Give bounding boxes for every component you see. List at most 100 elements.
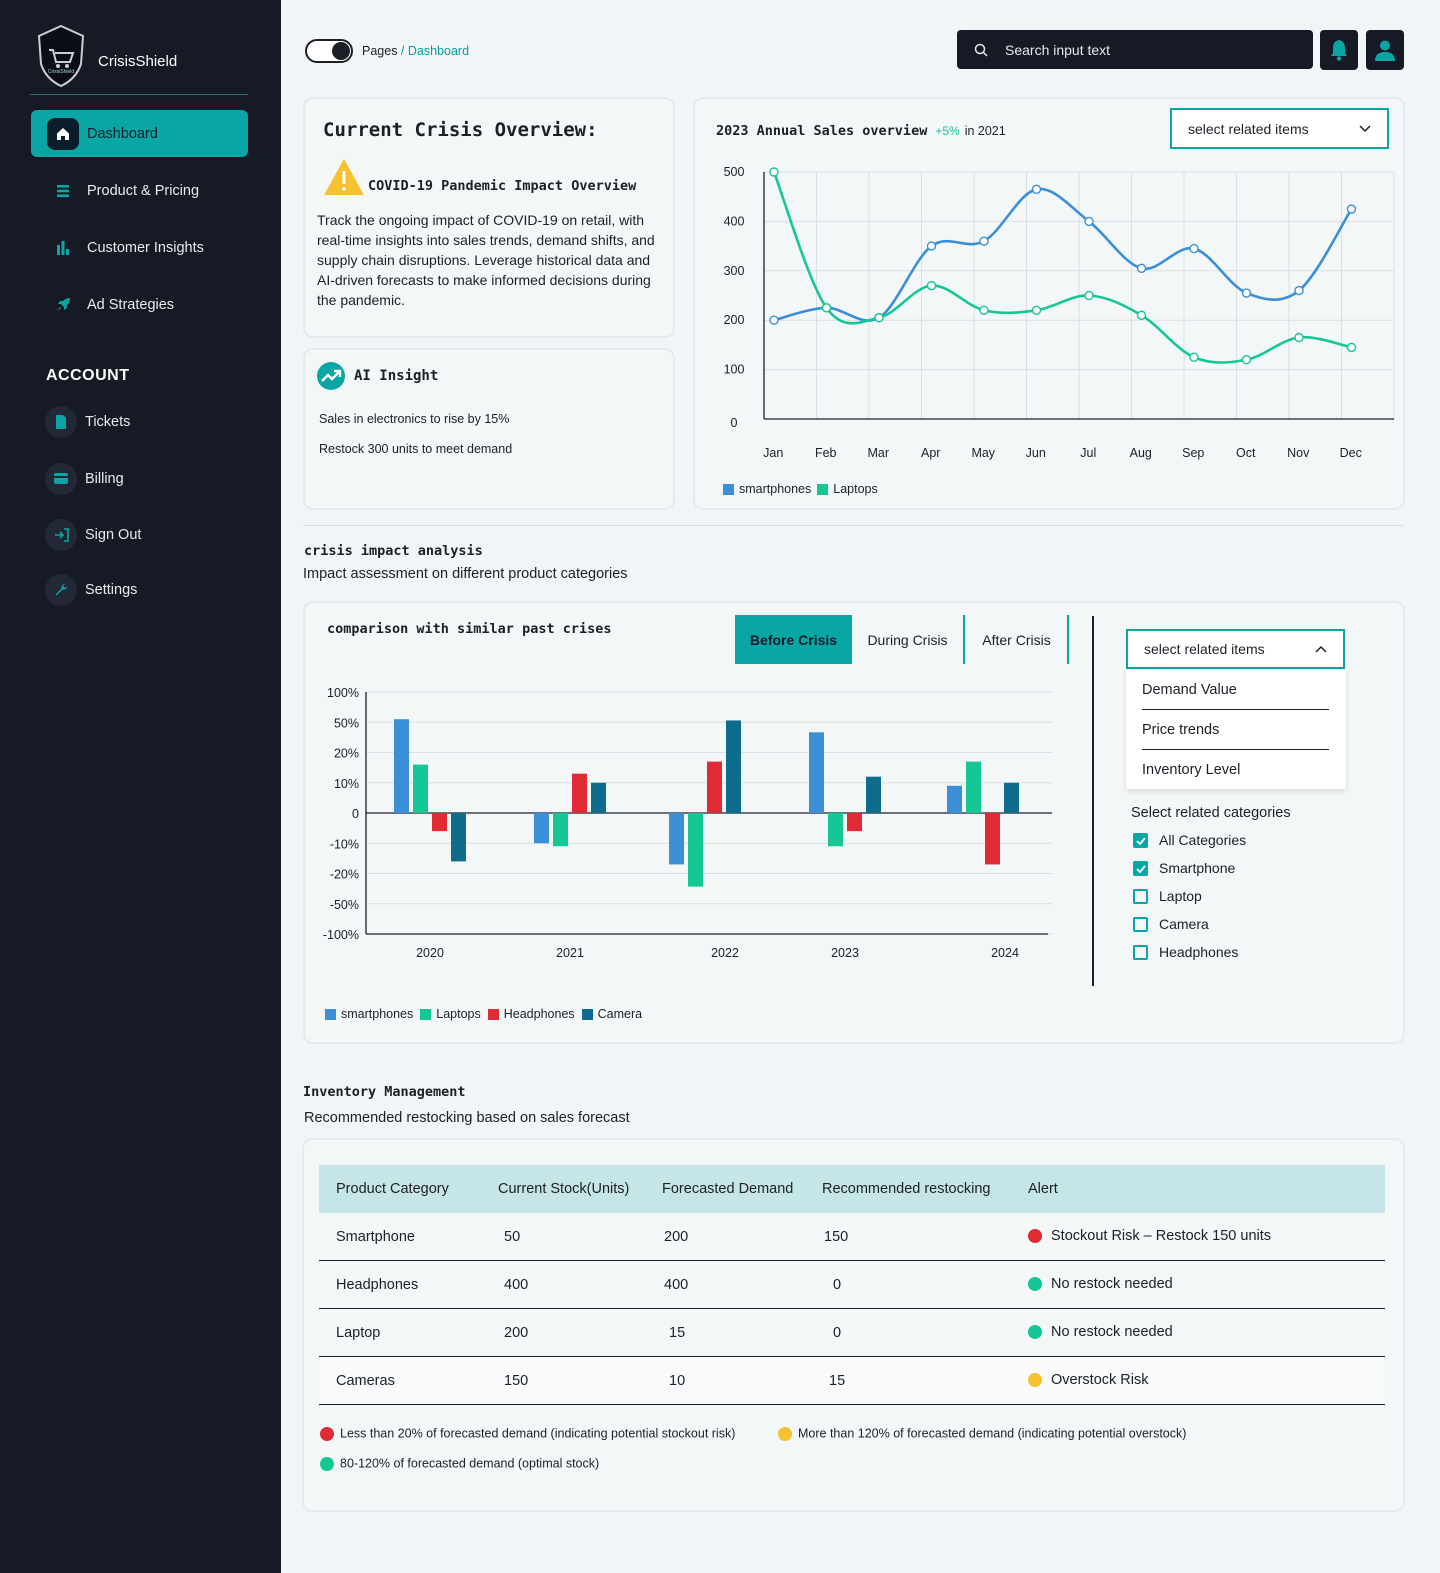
legend-dot-icon	[320, 1426, 334, 1441]
sales-select[interactable]: select related items	[1170, 108, 1389, 149]
warning-icon	[324, 159, 364, 195]
bar-headphones-2024	[985, 813, 1000, 865]
legend-swatch	[487, 1008, 499, 1020]
data-point	[1031, 305, 1042, 316]
status-dot-icon	[1028, 1373, 1042, 1388]
status-dot-icon	[1028, 1277, 1042, 1292]
toggle-knob	[332, 42, 350, 60]
check-icon	[1135, 864, 1146, 873]
legend-swatch	[817, 483, 829, 495]
cell-restock: 150	[824, 1229, 849, 1245]
data-point	[1346, 342, 1357, 353]
legend-label: Camera	[597, 1007, 643, 1021]
legend-swatch	[325, 1008, 336, 1020]
theme-toggle[interactable]	[305, 39, 353, 63]
checkbox-label[interactable]: Camera	[1159, 916, 1209, 932]
cell-restock: 0	[833, 1325, 842, 1341]
legend-item: 80-120% of forecasted demand (optimal st…	[320, 1456, 599, 1471]
home-icon	[47, 117, 79, 150]
column-header: Product Category	[336, 1181, 449, 1197]
cell-category: Cameras	[336, 1373, 395, 1389]
ai-insight-card: AI Insight Sales in electronics to rise …	[303, 348, 675, 510]
crisisshield-logo: CrisisShield	[37, 24, 85, 88]
tab-before-crisis[interactable]: Before Crisis	[735, 615, 852, 664]
breadcrumb-root[interactable]: Pages	[362, 44, 398, 58]
tab-during-crisis[interactable]: During Crisis	[852, 615, 965, 664]
notifications-button[interactable]	[1320, 30, 1358, 70]
cell-category: Smartphone	[336, 1229, 415, 1245]
checkbox-camera[interactable]	[1133, 917, 1148, 932]
dropdown-option-demand-value[interactable]: Demand Value	[1142, 682, 1237, 698]
inventory-section-subtitle: Recommended restocking based on sales fo…	[304, 1110, 630, 1126]
legend-item: More than 120% of forecasted demand (ind…	[778, 1426, 1186, 1441]
sidebar-item-label: Tickets	[85, 413, 131, 430]
sidebar-item-label: Billing	[85, 470, 124, 487]
legend-label: Laptops	[833, 482, 878, 496]
sidebar-item-ad-strategies[interactable]: Ad Strategies	[31, 281, 248, 328]
bell-icon	[1331, 40, 1347, 61]
sales-legend: smartphones Laptops	[723, 482, 878, 496]
x-tick-label: Jul	[1080, 446, 1096, 460]
cell-alert: Stockout Risk – Restock 150 units	[1028, 1228, 1271, 1244]
sidebar-item-settings[interactable]: Settings	[31, 566, 248, 613]
inventory-section-title: Inventory Management	[303, 1084, 466, 1100]
cell-stock: 400	[504, 1277, 529, 1293]
comparison-select[interactable]: select related items	[1126, 629, 1345, 669]
bar-camera-2022	[726, 720, 741, 813]
cell-alert: No restock needed	[1028, 1324, 1173, 1340]
bar-headphones-2020	[432, 813, 447, 832]
y-tick-label: 20%	[334, 747, 359, 761]
cell-category: Laptop	[336, 1325, 381, 1341]
checkbox-headphones[interactable]	[1133, 945, 1148, 960]
sidebar-item-dashboard[interactable]: Dashboard	[31, 110, 248, 157]
profile-button[interactable]	[1366, 30, 1404, 70]
data-point	[874, 313, 884, 323]
data-point	[926, 241, 937, 251]
legend-swatch	[420, 1008, 432, 1020]
checkbox-label[interactable]: Smartphone	[1159, 860, 1236, 876]
annual-sales-card: 2023 Annual Sales overview +5% in 2021	[693, 97, 1405, 510]
checkbox-laptop[interactable]	[1133, 889, 1148, 904]
y-tick-label: 200	[724, 313, 745, 327]
checkbox-label[interactable]: Headphones	[1159, 944, 1239, 960]
bar-laptops-2021	[553, 813, 568, 847]
sales-change: +5%	[935, 124, 960, 138]
table-header: Product Category Current Stock(Units) Fo…	[319, 1165, 1385, 1213]
x-tick-label: Apr	[921, 446, 940, 460]
account-section-title: ACCOUNT	[46, 367, 130, 384]
table-row: Laptop 200 15 0 No restock needed	[319, 1309, 1385, 1357]
checkbox-label[interactable]: All Categories	[1159, 832, 1247, 848]
cell-restock: 15	[829, 1373, 846, 1389]
checkbox-all-categories[interactable]	[1133, 833, 1148, 848]
comparison-legend: smartphones Laptops Headphones Camera	[325, 1007, 642, 1021]
ai-insight-line: Restock 300 units to meet demand	[319, 442, 513, 456]
sales-header: 2023 Annual Sales overview +5% in 2021	[716, 123, 1006, 139]
bar-laptops-2023	[828, 813, 843, 847]
divider	[30, 94, 248, 95]
x-tick-label: 2024	[991, 946, 1019, 960]
legend-label: Laptops	[436, 1007, 481, 1021]
breadcrumb: Pages / Dashboard	[362, 44, 469, 58]
checkbox-smartphone[interactable]	[1133, 861, 1148, 876]
sidebar-item-product-pricing[interactable]: Product & Pricing	[31, 167, 248, 214]
check-icon	[1135, 836, 1146, 845]
sidebar-item-tickets[interactable]: Tickets	[31, 398, 248, 445]
y-tick-label: -50%	[330, 898, 359, 912]
data-point	[1084, 216, 1094, 227]
sidebar-item-customer-insights[interactable]: Customer Insights	[31, 224, 248, 271]
tab-after-crisis[interactable]: After Crisis	[966, 615, 1069, 664]
dropdown-option-price-trends[interactable]: Price trends	[1142, 722, 1220, 738]
cell-restock: 0	[833, 1277, 842, 1293]
bar-smartphones-2023	[809, 732, 824, 813]
legend-dot-icon	[320, 1456, 334, 1471]
x-tick-label: 2020	[416, 946, 444, 960]
bar-headphones-2023	[847, 813, 862, 832]
search-icon	[974, 43, 988, 57]
bar-camera-2023	[866, 776, 881, 813]
sidebar-item-sign-out[interactable]: Sign Out	[31, 511, 248, 558]
checkbox-label[interactable]: Laptop	[1159, 888, 1202, 904]
document-icon	[45, 405, 77, 438]
sidebar-item-billing[interactable]: Billing	[31, 455, 248, 502]
dropdown-option-inventory-level[interactable]: Inventory Level	[1142, 762, 1241, 778]
search-input[interactable]: Search input text	[957, 30, 1313, 69]
